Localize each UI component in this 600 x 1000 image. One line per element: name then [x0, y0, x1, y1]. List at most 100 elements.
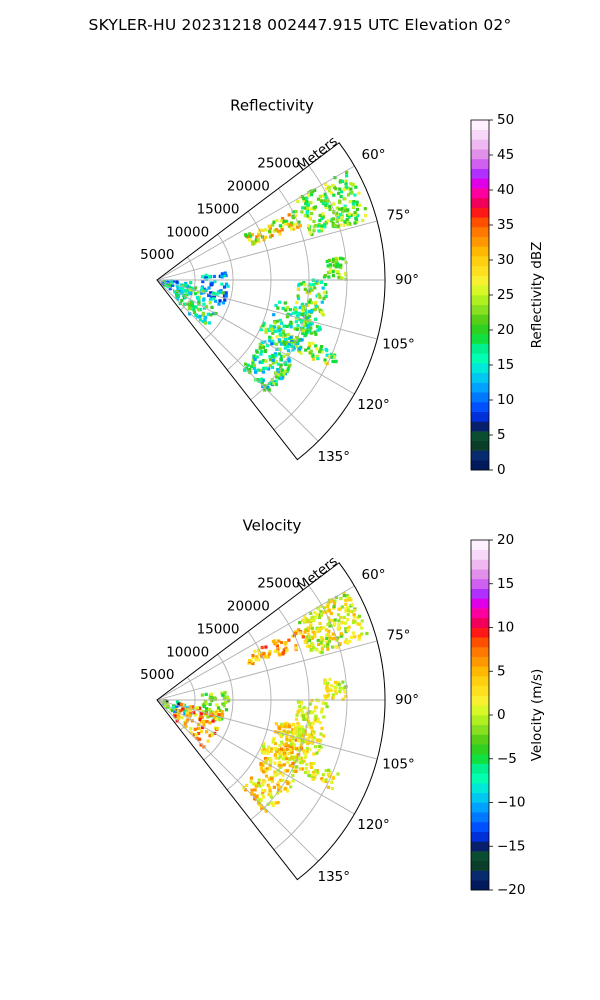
radar-gate: [331, 217, 336, 221]
radar-gate: [354, 185, 358, 189]
radar-gate: [201, 319, 205, 324]
radar-gate: [292, 755, 296, 759]
radar-gate: [357, 634, 361, 638]
range-tick-label: 5000: [140, 247, 174, 263]
azimuth-gridline: [156, 585, 355, 701]
radar-gate: [289, 325, 293, 329]
radar-gate: [305, 328, 309, 332]
radar-gate: [275, 219, 279, 223]
radar-gate: [311, 645, 316, 650]
radar-gate: [188, 708, 193, 712]
radar-gate: [274, 642, 278, 646]
radar-gate: [282, 743, 286, 747]
colorbar-swatch: [471, 353, 489, 364]
radar-gate: [214, 299, 218, 303]
radar-gate: [345, 218, 349, 222]
colorbar-tick-label: 0: [497, 462, 506, 478]
radar-gate: [302, 281, 306, 285]
radar-gate: [267, 388, 271, 392]
radar-gate: [301, 194, 305, 199]
radar-gate: [196, 290, 201, 294]
colorbar-swatch: [471, 715, 489, 726]
radar-gate: [354, 217, 359, 221]
azimuth-tick-label: 105°: [382, 337, 415, 353]
radar-gate: [331, 274, 336, 278]
radar-gate: [337, 273, 341, 277]
radar-gate: [327, 258, 331, 262]
radar-gate: [270, 378, 274, 382]
radar-gate: [333, 621, 337, 625]
radar-gate: [331, 632, 335, 636]
radar-gate: [302, 705, 306, 710]
radar-gate: [303, 323, 307, 328]
radar-gate: [198, 318, 203, 322]
radar-gate: [248, 234, 253, 238]
radar-gate: [250, 233, 254, 237]
radar-gate: [324, 182, 328, 186]
radar-gate: [317, 748, 321, 753]
radar-gate: [257, 233, 261, 237]
radar-gate: [291, 779, 295, 783]
radar-gate: [209, 313, 213, 317]
colorbar-tick-label: 40: [497, 182, 514, 198]
colorbar-swatch: [471, 598, 489, 609]
radar-gate: [265, 344, 270, 348]
radar-gate: [309, 349, 313, 353]
radar-gate: [339, 256, 343, 260]
radar-gate: [177, 702, 181, 706]
radar-gate: [326, 264, 330, 268]
radar-gate: [326, 601, 330, 605]
radar-gate: [351, 205, 356, 210]
radar-gate: [188, 312, 192, 316]
radar-gate: [346, 222, 350, 226]
radar-gate: [270, 234, 274, 238]
radar-gate: [184, 724, 188, 728]
colorbar-swatch: [471, 802, 489, 813]
radar-gate: [269, 759, 273, 763]
radar-gate: [286, 353, 290, 357]
radar-gate: [298, 704, 302, 709]
radar-gate: [252, 354, 256, 358]
radar-gate: [260, 751, 265, 755]
radar-gate: [325, 633, 329, 637]
radar-gate: [312, 229, 316, 233]
colorbar-swatch: [471, 256, 489, 267]
radar-gate: [264, 327, 268, 331]
radar-gate: [308, 735, 312, 739]
radar-gate: [189, 292, 193, 296]
radar-gate: [277, 352, 281, 356]
radar-gate: [212, 291, 216, 295]
radar-gate: [339, 632, 343, 636]
radar-gate: [251, 653, 255, 658]
colorbar-swatch: [471, 753, 489, 764]
radar-gate: [318, 650, 322, 654]
radar-gate: [277, 373, 281, 377]
radar-gate: [301, 206, 305, 210]
radar-gate: [305, 635, 309, 639]
radar-gate: [256, 237, 260, 241]
radar-gate: [271, 740, 275, 744]
radar-gate: [303, 214, 307, 218]
radar-gate: [270, 801, 274, 805]
radar-gate: [295, 225, 299, 229]
radar-gate: [274, 756, 278, 760]
radar-gate: [176, 297, 180, 301]
radar-gate: [223, 271, 227, 275]
radar-gate: [287, 342, 291, 347]
radar-gate: [304, 617, 308, 621]
radar-gate: [214, 712, 218, 716]
colorbar-swatch: [471, 158, 489, 169]
radar-gate: [206, 739, 210, 743]
radar-gate: [269, 776, 274, 781]
radar-gate: [324, 694, 328, 698]
radar-gate: [208, 696, 212, 700]
radar-gate: [332, 605, 336, 609]
radar-gate: [291, 311, 295, 315]
radar-gate: [304, 303, 308, 307]
radar-gate: [308, 710, 312, 714]
radar-gate: [328, 624, 332, 628]
radar-gate: [248, 370, 252, 374]
radar-gate: [347, 625, 351, 629]
radar-gate: [206, 312, 210, 316]
radar-gate: [242, 786, 246, 790]
